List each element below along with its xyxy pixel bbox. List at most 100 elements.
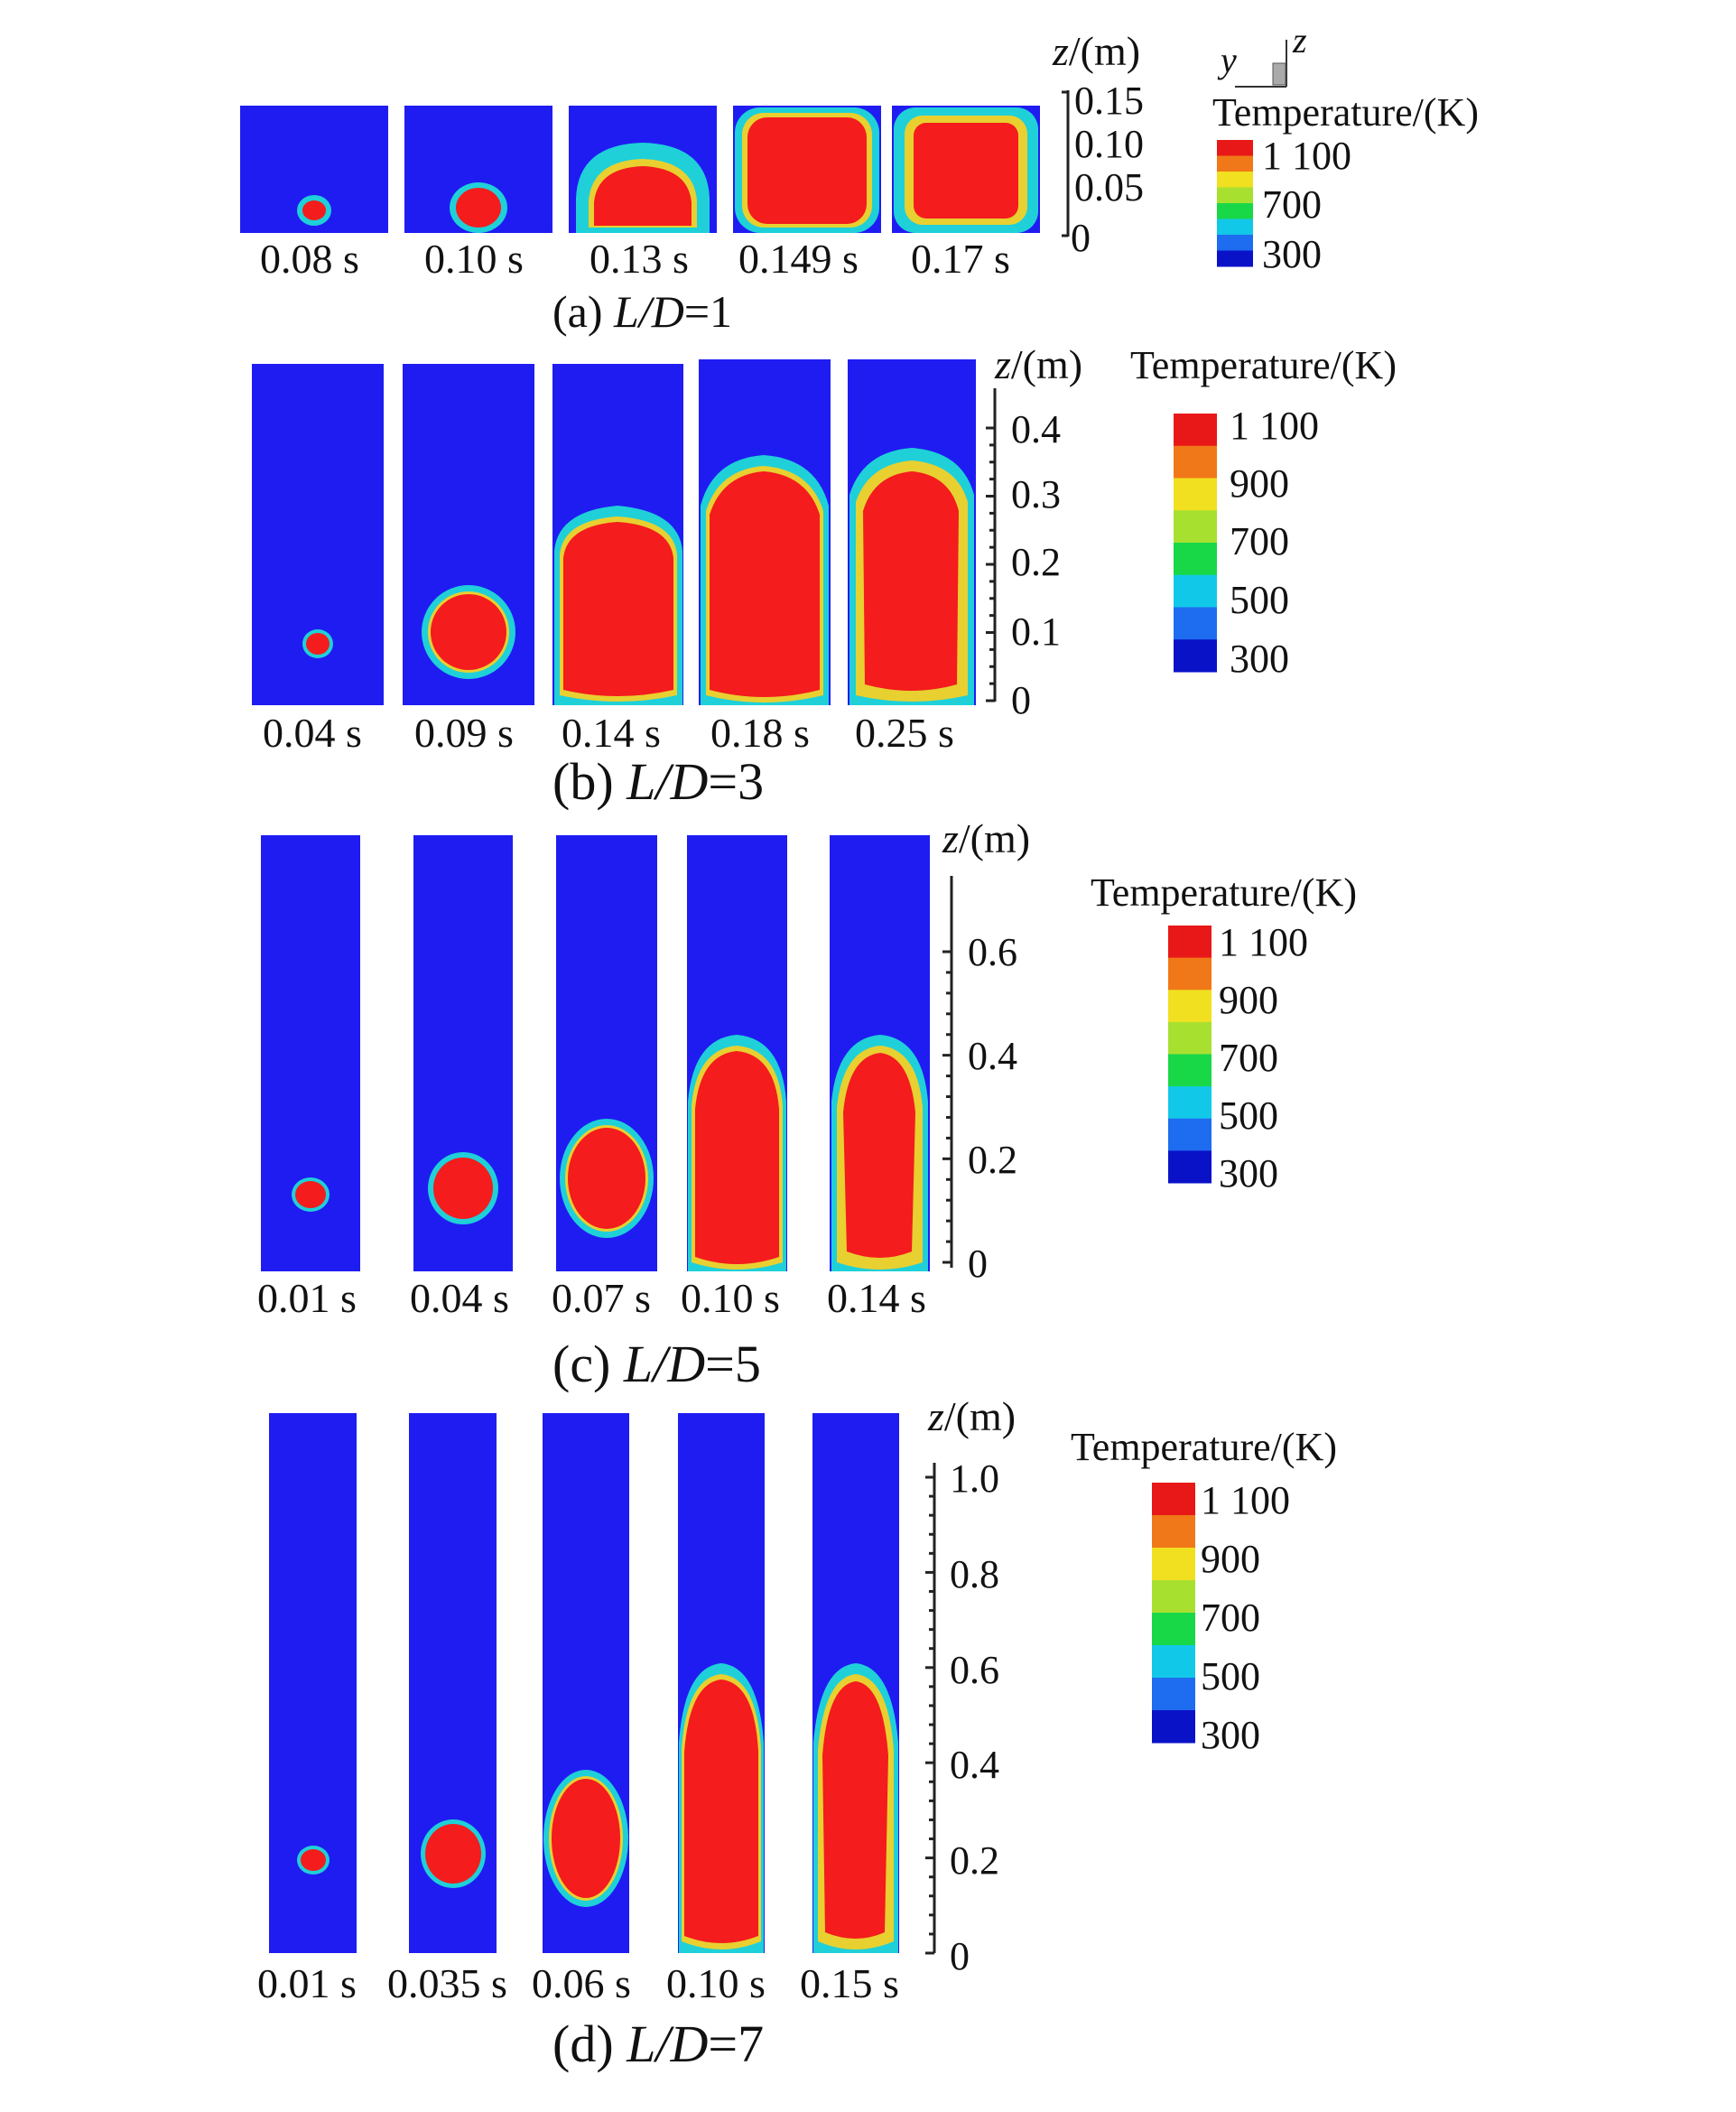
panel-d-time-2: 0.035 s xyxy=(387,1960,507,2006)
colorbar-segment xyxy=(1152,1710,1195,1744)
colorbar-segment xyxy=(1152,1678,1195,1711)
panel-c-caption: (c) L/D=5 xyxy=(552,1335,761,1393)
panel-a-flame-3 xyxy=(576,143,710,233)
colorbar-segment xyxy=(1217,140,1253,156)
panel-b-tick-1: 0.3 xyxy=(1011,472,1061,516)
colorbar-segment xyxy=(1174,574,1217,608)
panel-b-legend-label-2: 700 xyxy=(1230,519,1289,563)
panel-b-time-1: 0.04 s xyxy=(263,710,362,756)
panel-c: 0.6 0.4 0.2 0 z/(m) Temperature/(K) 1 10… xyxy=(257,815,1357,1393)
panel-a-flame-5 xyxy=(894,107,1038,233)
colorbar-segment xyxy=(1217,155,1253,172)
panel-c-legend-label-1: 900 xyxy=(1219,978,1278,1022)
panel-b-axis-label: z/(m) xyxy=(994,341,1082,387)
panel-b-tick-2: 0.2 xyxy=(1011,540,1061,584)
panel-d-tick-0: 1.0 xyxy=(950,1456,999,1501)
panel-b-colorbar xyxy=(1174,414,1217,673)
panel-b-legend-label-1: 900 xyxy=(1230,461,1289,506)
colorbar-segment xyxy=(1168,1054,1211,1087)
panel-a-flame-2 xyxy=(450,182,507,233)
panel-b-time-4: 0.18 s xyxy=(710,710,810,756)
colorbar-segment xyxy=(1174,607,1217,640)
panel-c-legend-title: Temperature/(K) xyxy=(1091,870,1357,915)
colorbar-segment xyxy=(1174,445,1217,479)
panel-b-flame-4 xyxy=(701,455,829,705)
panel-b-legend-label-3: 500 xyxy=(1230,578,1289,622)
colorbar-segment xyxy=(1217,219,1253,236)
colorbar-segment xyxy=(1217,172,1253,188)
colorbar-segment xyxy=(1217,235,1253,251)
panel-c-legend-label-2: 700 xyxy=(1219,1036,1278,1080)
panel-a-caption: (a) L/D=1 xyxy=(552,286,732,337)
coord-axis-z: z xyxy=(1292,20,1307,60)
panel-c-tick-3: 0 xyxy=(968,1242,988,1286)
panel-d-flame-1 xyxy=(297,1846,330,1875)
panel-b-time-2: 0.09 s xyxy=(414,710,514,756)
panel-d-legend-label-1: 900 xyxy=(1201,1537,1260,1581)
panel-d-legend: Temperature/(K) 1 100 900 700 500 300 xyxy=(1071,1425,1337,1757)
colorbar-segment xyxy=(1168,1086,1211,1120)
panel-d-time-5: 0.15 s xyxy=(800,1960,899,2006)
coord-axis-y: y xyxy=(1217,40,1237,80)
colorbar-segment xyxy=(1152,1613,1195,1646)
panel-c-time-1: 0.01 s xyxy=(257,1275,357,1321)
panel-c-flame-5 xyxy=(831,1035,928,1271)
panel-c-legend-label-0: 1 100 xyxy=(1219,920,1308,964)
colorbar-segment xyxy=(1152,1483,1195,1516)
panel-b-z-axis: 0.4 0.3 0.2 0.1 0 z/(m) xyxy=(986,341,1082,722)
colorbar-segment xyxy=(1174,414,1217,447)
colorbar-segment xyxy=(1174,639,1217,673)
panel-a-time-3: 0.13 s xyxy=(589,236,689,282)
panel-a-time-2: 0.10 s xyxy=(424,236,524,282)
panel-a-tick-3: 0 xyxy=(1071,216,1091,260)
panel-d-legend-label-4: 300 xyxy=(1201,1713,1260,1757)
colorbar-segment xyxy=(1168,1118,1211,1151)
panel-b-flame-2 xyxy=(422,585,515,679)
panel-a-tick-2: 0.05 xyxy=(1074,165,1144,209)
panel-c-tick-2: 0.2 xyxy=(968,1138,1017,1182)
panel-d-time-1: 0.01 s xyxy=(257,1960,357,2006)
panel-d-flame-4 xyxy=(679,1663,764,1953)
panel-a-colorbar xyxy=(1217,140,1253,267)
colorbar-segment xyxy=(1217,203,1253,219)
panel-b-legend-label-0: 1 100 xyxy=(1230,404,1319,448)
panel-b-flame-5 xyxy=(849,448,974,705)
panel-d-caption: (d) L/D=7 xyxy=(552,2014,764,2073)
colorbar-segment xyxy=(1168,1021,1211,1055)
panel-a-tick-0: 0.15 xyxy=(1074,79,1144,123)
colorbar-segment xyxy=(1152,1515,1195,1549)
panel-d-axis-label: z/(m) xyxy=(927,1393,1016,1439)
panel-d-tick-5: 0 xyxy=(950,1934,970,1978)
colorbar-segment xyxy=(1152,1645,1195,1679)
panel-d-flame-2 xyxy=(421,1819,486,1888)
panel-c-flame-2 xyxy=(428,1152,498,1224)
colorbar-segment xyxy=(1152,1580,1195,1614)
panel-b-tick-3: 0.1 xyxy=(1011,609,1061,654)
panel-a-legend-label-0: 1 100 xyxy=(1262,134,1351,178)
panel-a-flame-4 xyxy=(735,107,879,233)
panel-a-flame-1 xyxy=(297,195,331,226)
panel-d-legend-label-2: 700 xyxy=(1201,1596,1260,1640)
panel-c-flame-1 xyxy=(292,1177,330,1212)
colorbar-segment xyxy=(1168,1150,1211,1184)
panel-c-axis-label: z/(m) xyxy=(942,815,1030,861)
panel-b-legend-title: Temperature/(K) xyxy=(1130,343,1397,387)
panel-b-flame-1 xyxy=(302,629,333,658)
panel-a-time-4: 0.149 s xyxy=(738,236,859,282)
panel-a-z-axis: 0.15 0.10 0.05 0 z/(m) xyxy=(1052,28,1144,260)
panel-d-tick-1: 0.8 xyxy=(950,1552,999,1596)
panel-d: 1.0 0.8 0.6 0.4 0.2 0 z/(m) Temperature/… xyxy=(257,1393,1337,2073)
panel-c-flame-3 xyxy=(560,1119,654,1238)
colorbar-segment xyxy=(1217,250,1253,267)
panel-b-time-3: 0.14 s xyxy=(562,710,661,756)
panel-d-flame-3 xyxy=(543,1770,628,1907)
colorbar-segment xyxy=(1174,478,1217,511)
panel-c-time-4: 0.10 s xyxy=(681,1275,780,1321)
panel-c-flame-4 xyxy=(688,1035,786,1271)
panel-d-time-3: 0.06 s xyxy=(532,1960,631,2006)
panel-b-legend: Temperature/(K) 1 100 900 700 500 300 xyxy=(1130,343,1397,681)
panel-c-time-2: 0.04 s xyxy=(410,1275,509,1321)
panel-c-legend-label-4: 300 xyxy=(1219,1151,1278,1196)
panel-b-legend-label-4: 300 xyxy=(1230,637,1289,681)
panel-d-legend-label-3: 500 xyxy=(1201,1654,1260,1698)
